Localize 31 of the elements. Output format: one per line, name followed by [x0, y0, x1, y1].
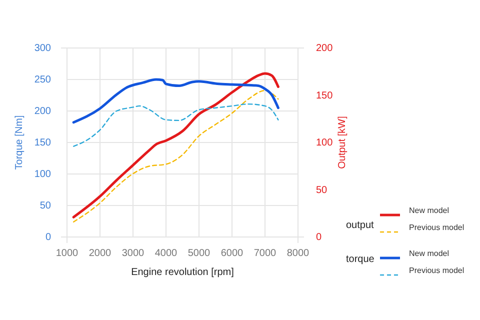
y-tick-label: 300: [34, 43, 52, 54]
y-tick-label: 50: [40, 200, 52, 212]
line-series: [72, 78, 280, 124]
x-tick-label: 1000: [56, 248, 79, 260]
x-tick-label: 4000: [154, 248, 178, 260]
x-tick-label: 3000: [122, 248, 145, 260]
x-tick-label: 7000: [254, 248, 277, 260]
text: torque: [346, 254, 375, 265]
y2-tick-label: 50: [316, 184, 328, 196]
y2-tick-label: 200: [316, 43, 334, 54]
legend-label: New model: [409, 249, 450, 258]
x-tick-label: 5000: [188, 248, 211, 260]
y2-tick-label: 150: [316, 90, 334, 102]
text: output: [346, 220, 374, 231]
y-tick-label: 250: [34, 74, 52, 86]
x-tick-label: 2000: [88, 248, 112, 260]
x-tick-label: 6000: [220, 248, 244, 260]
x-axis-title: Engine revolution [rpm]: [131, 267, 234, 278]
y2-tick-label: 100: [316, 138, 334, 149]
y-tick-label: 150: [34, 138, 52, 149]
y-axis-title: Torque [Nm]: [14, 115, 25, 170]
y-tick-label: 100: [34, 169, 52, 180]
line-series: [73, 103, 279, 147]
legend-label: Previous model: [409, 266, 464, 275]
y2-axis-title: Output [kW]: [337, 116, 348, 169]
x-tick-label: 8000: [286, 248, 310, 260]
y-tick-label: 200: [34, 106, 52, 118]
legend-label: Previous model: [409, 223, 464, 232]
legend-label: New model: [409, 206, 450, 215]
y-tick-label: 0: [45, 232, 52, 244]
y2-tick-label: 0: [316, 232, 322, 244]
